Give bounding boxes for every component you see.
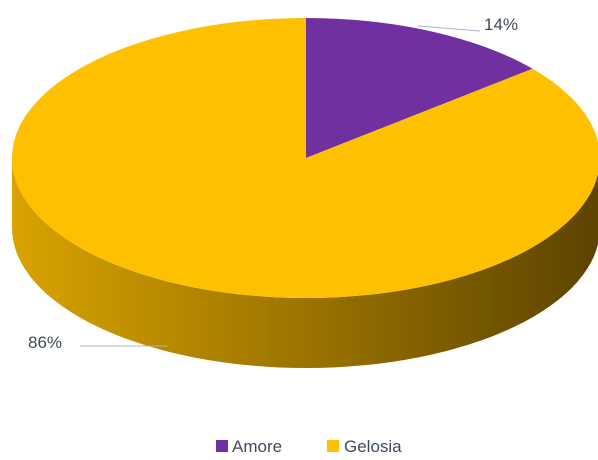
pie-slice-gelosia: [12, 18, 598, 298]
pie-side-gelosia: [12, 158, 598, 368]
data-label-gelosia: 86%: [28, 333, 62, 352]
legend: Amore Gelosia: [216, 437, 402, 456]
leader-line-amore: [417, 25, 481, 32]
data-label-amore: 14%: [484, 15, 518, 34]
pie-slice-amore: [306, 18, 533, 158]
legend-label-amore: Amore: [232, 437, 282, 456]
legend-swatch-amore: [216, 440, 228, 452]
data-labels: 14% 86%: [28, 15, 518, 352]
leader-lines: [80, 25, 481, 347]
legend-swatch-gelosia: [327, 440, 339, 452]
pie-tops: [12, 18, 598, 298]
pie-sides: [12, 158, 598, 368]
legend-label-gelosia: Gelosia: [344, 437, 402, 456]
